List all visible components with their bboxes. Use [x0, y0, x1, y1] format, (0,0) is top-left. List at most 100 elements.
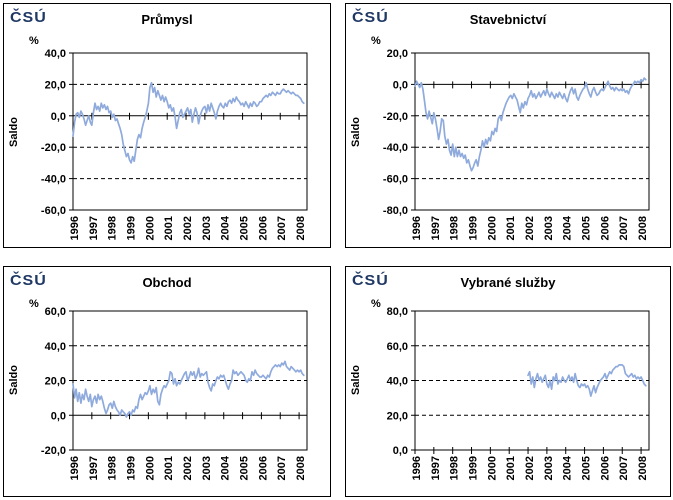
csu-logo: ČSÚ [10, 273, 47, 289]
saldo-series-line [527, 364, 647, 397]
x-tick-label: 2008 [637, 216, 649, 240]
x-tick-label: 1997 [88, 216, 100, 240]
x-tick-label: 2004 [220, 215, 232, 240]
x-tick-label: 1998 [107, 216, 119, 240]
x-tick-label: 1999 [468, 216, 480, 240]
x-tick-label: 1997 [88, 456, 100, 480]
x-tick-label: 2004 [562, 215, 574, 240]
chart-panel-stavebnictvi: 20,0 0,0 -20,0 -40,0 -60,0 -80,0 1996 1997 1998 1… [345, 3, 671, 248]
x-tick-label: 1996 [411, 216, 423, 240]
x-tick-label: 2005 [239, 216, 251, 240]
y-tick-label: 0,0 [51, 111, 66, 123]
chart-title-obchod: Obchod [142, 275, 192, 290]
x-tick-label: 2005 [239, 456, 251, 480]
y-tick-label: -20,0 [41, 445, 66, 457]
x-tick-label: 2000 [144, 456, 156, 480]
y-unit-label: % [371, 35, 381, 47]
y-tick-label: -40,0 [383, 142, 408, 154]
x-tick-label: 2005 [581, 216, 593, 240]
saldo-series-line [72, 81, 305, 164]
x-tick-label: 2008 [295, 216, 307, 240]
x-tick-label: 1999 [126, 456, 138, 480]
x-tick-label: 1998 [449, 216, 461, 240]
y-tick-label: -80,0 [383, 205, 408, 217]
y-tick-label: 20,0 [387, 410, 408, 422]
y-unit-label: % [29, 35, 39, 47]
y-tick-label: 40,0 [387, 376, 408, 388]
x-tick-label: 2002 [524, 216, 536, 240]
x-tick-label: 1999 [468, 456, 480, 480]
y-tick-label: 0,0 [51, 410, 66, 422]
y-axis-title: Saldo [350, 117, 362, 147]
x-tick-label: 2001 [163, 456, 175, 480]
x-tick-label: 2007 [276, 216, 288, 240]
x-tick-label: 2003 [201, 456, 213, 480]
chart-title-vybrane-sluzby: Vybrané služby [460, 275, 556, 290]
csu-logo: ČSÚ [10, 10, 47, 26]
x-tick-label: 2002 [182, 456, 194, 480]
x-tick-label: 1996 [69, 216, 81, 240]
y-tick-label: 20,0 [45, 79, 66, 91]
y-tick-label: 40,0 [45, 48, 66, 60]
x-tick-label: 2002 [524, 456, 536, 480]
x-tick-label: 2000 [144, 216, 156, 240]
y-tick-label: -60,0 [41, 205, 66, 217]
x-tick-label: 1997 [430, 456, 442, 480]
x-tick-label: 1997 [430, 216, 442, 240]
x-tick-label: 2002 [182, 216, 194, 240]
y-tick-label: -20,0 [383, 111, 408, 123]
y-tick-label: 20,0 [45, 376, 66, 388]
y-axis-title: Saldo [350, 365, 362, 395]
x-tick-label: 2005 [581, 456, 593, 480]
chart-panel-prumysl: 40,0 20,0 0,0 -20,0 -40,0 -60,0 1996 1997 1998 19… [3, 3, 331, 248]
x-tick-label: 2007 [618, 216, 630, 240]
y-unit-label: % [371, 298, 381, 310]
x-tick-label: 2001 [163, 216, 175, 240]
chart-title-prumysl: Průmysl [141, 12, 193, 27]
x-tick-label: 2006 [599, 216, 611, 240]
y-tick-label: -20,0 [41, 142, 66, 154]
x-tick-label: 1999 [126, 216, 138, 240]
csu-logo: ČSÚ [352, 10, 389, 26]
y-tick-label: 20,0 [387, 48, 408, 60]
x-tick-label: 1996 [411, 456, 423, 480]
x-tick-label: 2003 [543, 216, 555, 240]
y-tick-label: 80,0 [387, 306, 408, 318]
y-tick-label: -40,0 [41, 174, 66, 186]
x-tick-label: 2008 [637, 456, 649, 480]
saldo-series-line [414, 77, 647, 172]
plot-border [72, 52, 308, 211]
x-tick-label: 1998 [107, 456, 119, 480]
y-tick-label: 40,0 [45, 341, 66, 353]
x-tick-label: 2004 [562, 455, 574, 480]
chart-panel-obchod: 60,0 40,0 20,0 0,0 -20,0 1996 1997 1998 1999 2000… [3, 266, 331, 497]
y-tick-label: 60,0 [387, 341, 408, 353]
x-tick-label: 2001 [505, 456, 517, 480]
x-tick-label: 2004 [220, 455, 232, 480]
x-tick-label: 2006 [599, 456, 611, 480]
x-tick-label: 2007 [618, 456, 630, 480]
x-tick-label: 1996 [69, 456, 81, 480]
y-axis-title: Saldo [8, 117, 20, 147]
x-tick-label: 2003 [543, 456, 555, 480]
x-tick-label: 2006 [257, 456, 269, 480]
x-tick-label: 2008 [295, 456, 307, 480]
y-tick-label: 0,0 [393, 445, 408, 457]
y-tick-label: 0,0 [393, 79, 408, 91]
x-tick-label: 2001 [505, 216, 517, 240]
x-tick-label: 2000 [486, 456, 498, 480]
y-axis-title: Saldo [8, 365, 20, 395]
x-tick-label: 2006 [257, 216, 269, 240]
chart-title-stavebnictvi: Stavebnictví [469, 12, 547, 27]
y-tick-label: -60,0 [383, 174, 408, 186]
x-tick-label: 2000 [486, 216, 498, 240]
y-tick-label: 60,0 [45, 306, 66, 318]
chart-panel-vybrane-sluzby: 80,0 60,0 40,0 20,0 0,0 1996 1997 1998 1999 2000 2… [345, 266, 671, 497]
y-unit-label: % [29, 298, 39, 310]
x-tick-label: 1998 [449, 456, 461, 480]
saldo-series-line [72, 360, 305, 418]
